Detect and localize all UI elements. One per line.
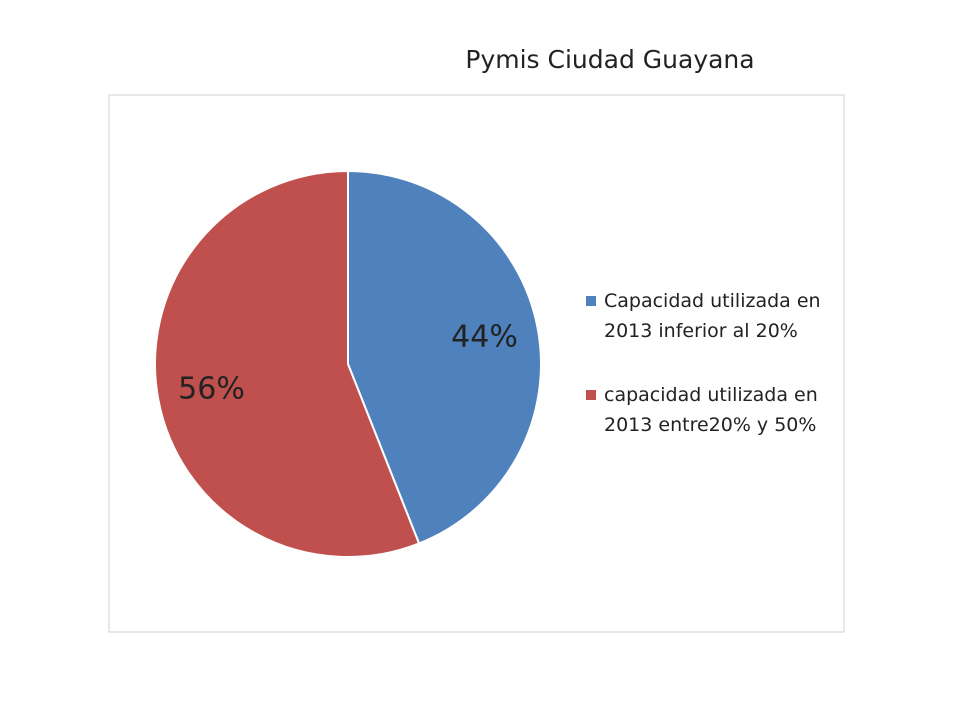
data-label: 44%	[451, 319, 518, 354]
chart-title: Pymis Ciudad Guayana	[465, 45, 754, 74]
legend-label: capacidad utilizada en 2013 entre20% y 5…	[604, 384, 818, 436]
legend-label: Capacidad utilizada en 2013 inferior al …	[604, 290, 821, 342]
legend-swatch	[586, 390, 596, 400]
pie-slice	[347, 169, 542, 545]
legend-swatch	[586, 296, 596, 306]
legend-item: capacidad utilizada en 2013 entre20% y 5…	[586, 380, 854, 440]
legend-item: Capacidad utilizada en 2013 inferior al …	[586, 286, 854, 346]
pie-slice	[154, 169, 421, 558]
data-label: 56%	[178, 372, 245, 407]
